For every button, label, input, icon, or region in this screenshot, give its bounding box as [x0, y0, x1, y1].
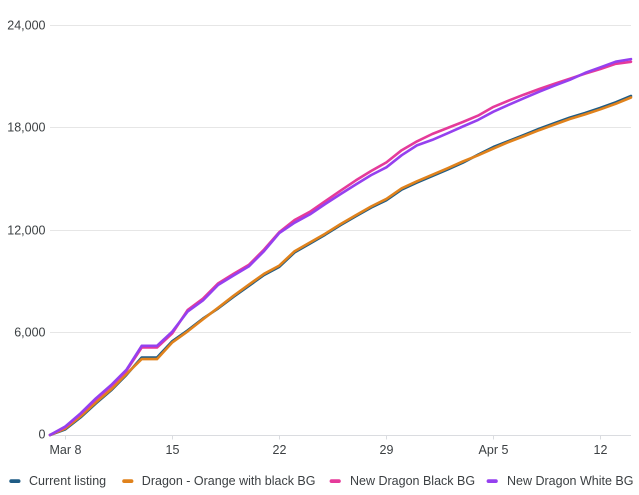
svg-text:29: 29 [380, 443, 394, 457]
svg-text:6,000: 6,000 [14, 326, 45, 340]
svg-text:24,000: 24,000 [7, 19, 45, 33]
svg-text:12,000: 12,000 [7, 224, 45, 238]
svg-text:0: 0 [39, 428, 46, 442]
svg-text:18,000: 18,000 [7, 121, 45, 135]
svg-text:Current listing: Current listing [29, 474, 106, 488]
svg-text:Apr 5: Apr 5 [479, 443, 509, 457]
svg-text:New Dragon Black BG: New Dragon Black BG [350, 474, 475, 488]
svg-text:New Dragon White BG: New Dragon White BG [507, 474, 633, 488]
svg-text:22: 22 [273, 443, 287, 457]
svg-text:12: 12 [594, 443, 608, 457]
svg-text:15: 15 [166, 443, 180, 457]
svg-text:Dragon - Orange with black BG: Dragon - Orange with black BG [142, 474, 316, 488]
svg-text:Mar 8: Mar 8 [50, 443, 82, 457]
